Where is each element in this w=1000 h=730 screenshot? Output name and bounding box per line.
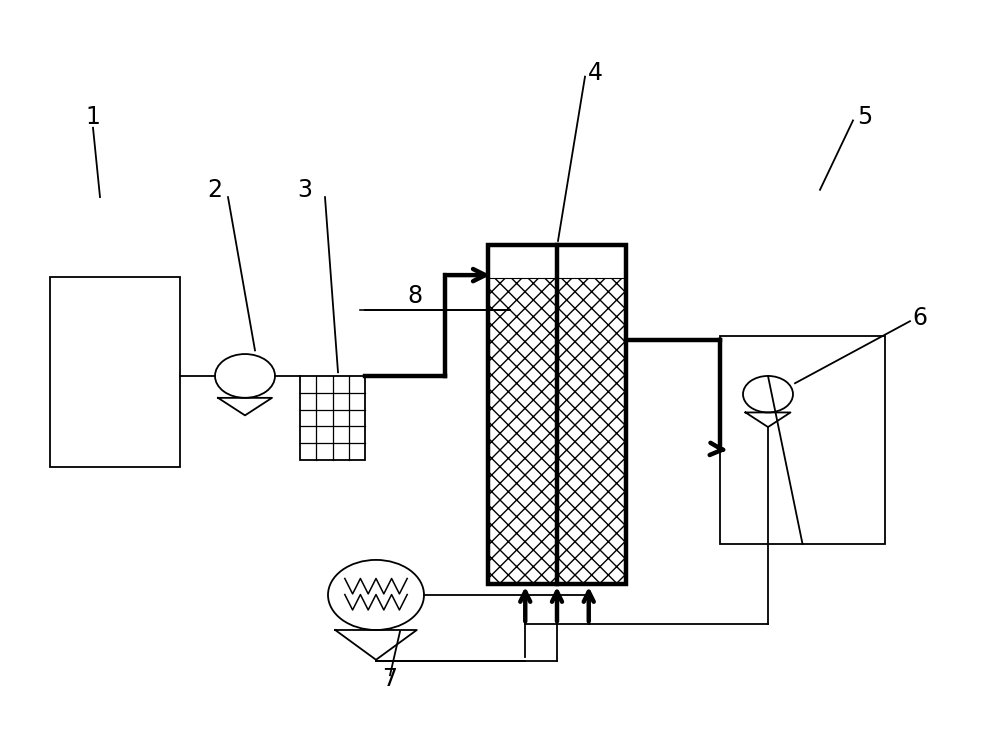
Text: 6: 6	[912, 306, 928, 329]
Text: 1: 1	[86, 105, 100, 128]
Bar	[488, 278, 626, 584]
Bar	[50, 277, 180, 467]
Text: 5: 5	[857, 105, 873, 128]
Bar	[720, 336, 885, 544]
Text: 8: 8	[407, 284, 423, 307]
Bar	[300, 376, 365, 460]
Text: 3: 3	[298, 178, 312, 201]
Text: 7: 7	[382, 667, 398, 691]
Text: 4: 4	[588, 61, 602, 85]
Bar	[488, 245, 626, 584]
Text: 2: 2	[208, 178, 222, 201]
